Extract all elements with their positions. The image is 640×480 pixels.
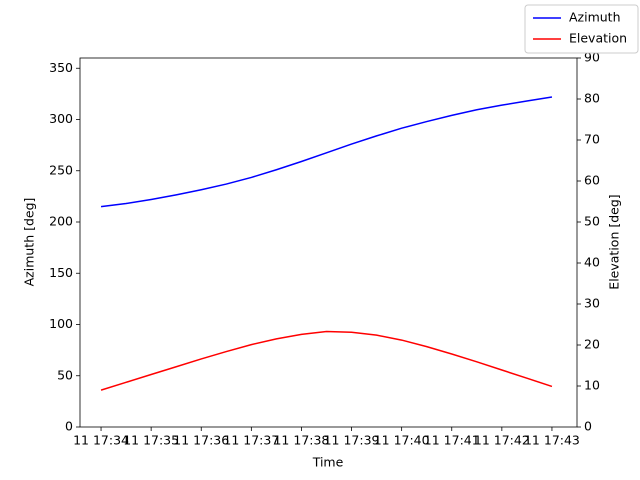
y-tick-label: 150 xyxy=(49,265,73,280)
y2-tick-label: 40 xyxy=(584,255,600,270)
x-tick-label: 11 17:42 xyxy=(474,433,530,448)
y-tick-label: 350 xyxy=(49,60,73,75)
x-tick-label: 11 17:35 xyxy=(123,433,179,448)
x-tick-label: 11 17:37 xyxy=(223,433,279,448)
x-tick-label: 11 17:36 xyxy=(173,433,229,448)
x-tick-label: 11 17:38 xyxy=(273,433,329,448)
y-tick-label: 200 xyxy=(49,214,73,229)
legend-box xyxy=(524,4,639,54)
legend-label: Elevation xyxy=(569,31,627,46)
y2-tick-label: 10 xyxy=(584,378,600,393)
y2-tick-label: 50 xyxy=(584,214,600,229)
y-tick-label: 0 xyxy=(65,419,73,434)
x-tick-label: 11 17:40 xyxy=(374,433,430,448)
y-axis-label: Azimuth [deg] xyxy=(22,198,37,287)
x-tick-label: 11 17:34 xyxy=(73,433,129,448)
line-series xyxy=(100,96,553,208)
y2-tick-label: 0 xyxy=(584,419,592,434)
y-tick-label: 300 xyxy=(49,111,73,126)
y2-tick-label: 80 xyxy=(584,91,600,106)
y2-tick-label: 30 xyxy=(584,296,600,311)
y-tick-label: 100 xyxy=(49,316,73,331)
x-axis-label: Time xyxy=(312,455,344,470)
y2-tick-label: 60 xyxy=(584,173,600,188)
plot-frame xyxy=(79,57,578,428)
y2-tick-label: 70 xyxy=(584,132,600,147)
line-series xyxy=(100,330,553,391)
x-tick-label: 11 17:41 xyxy=(424,433,480,448)
x-tick-label: 11 17:39 xyxy=(324,433,380,448)
legend-label: Azimuth xyxy=(569,10,621,25)
y-tick-label: 50 xyxy=(57,367,73,382)
y2-tick-label: 20 xyxy=(584,337,600,352)
x-tick-label: 11 17:43 xyxy=(524,433,580,448)
y2-axis-label: Elevation [deg] xyxy=(607,194,622,289)
y-tick-label: 250 xyxy=(49,162,73,177)
